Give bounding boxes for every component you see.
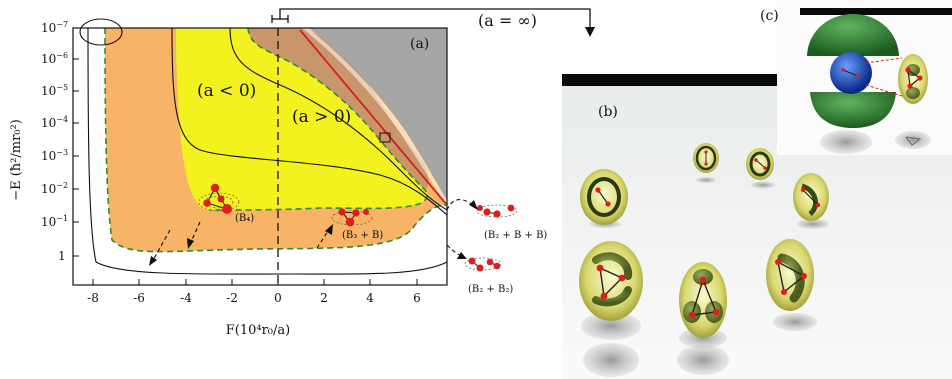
infinity-bracket — [271, 8, 591, 30]
ytick-label: 1 — [58, 249, 66, 263]
y-axis — [73, 27, 79, 257]
xtick-label: 4 — [366, 291, 374, 305]
panel-b-render: (b) — [562, 74, 952, 379]
cluster-b2b2-label: (B₂ + B₂) — [468, 284, 513, 295]
region-neg-label: (a < 0) — [197, 81, 256, 101]
cluster-b2bb — [476, 204, 518, 218]
x-tick-labels: -8 -6 -4 -2 0 2 4 6 — [87, 291, 421, 305]
region-yellow — [176, 28, 428, 210]
torus-medium-right — [793, 173, 829, 229]
torus-small-1 — [693, 143, 719, 183]
ytick-label: 10−1 — [41, 214, 68, 229]
zoom-box — [379, 132, 391, 143]
panel-c-top-bar — [800, 8, 952, 15]
region-brown — [248, 28, 429, 190]
red-boundary-line — [299, 29, 447, 206]
arrow-b3b — [316, 227, 331, 249]
arrow-b2b2 — [446, 244, 464, 258]
ytick-label: 10−7 — [41, 20, 68, 35]
torus-tetramer-left — [579, 241, 643, 377]
y-axis-label: −E (ħ²/mr₀²) — [9, 119, 24, 201]
infinity-arrowhead — [585, 27, 595, 37]
cluster-b3b — [331, 208, 373, 227]
green-shell-top — [807, 14, 899, 56]
curve-2 — [171, 28, 447, 216]
ytick-label: 10−5 — [41, 83, 68, 98]
panel-c-render: (c) — [760, 0, 952, 155]
cluster-b4-label: (B₄) — [235, 213, 254, 224]
panel-a-label: (a) — [410, 36, 429, 52]
torus-tetramer-right — [766, 239, 817, 331]
ytick-label: 10−4 — [41, 115, 68, 130]
cluster-b3b-label: (B₃ + B) — [342, 230, 383, 241]
xtick-label: 0 — [274, 291, 282, 305]
panel-a-plot — [73, 28, 447, 285]
curve-3 — [229, 28, 447, 211]
xtick-label: -4 — [180, 291, 192, 305]
panel-c-label: (c) — [760, 8, 779, 24]
corner-ellipse — [79, 18, 123, 46]
panel-b-label: (b) — [598, 104, 618, 120]
curve-1 — [87, 28, 447, 275]
ytick-label: 10−6 — [41, 51, 68, 66]
xtick-label: -8 — [87, 291, 99, 305]
torus-small-2 — [746, 148, 775, 189]
cluster-b2b2 — [464, 257, 502, 272]
green-shell-bottom — [810, 92, 896, 128]
green-dashed-boundary — [104, 28, 447, 253]
arrow-b4 — [151, 229, 171, 263]
region-gray — [310, 28, 447, 200]
ytick-label: 10−2 — [41, 181, 68, 196]
cluster-b4 — [198, 183, 240, 214]
infinity-label: (a = ∞) — [478, 11, 537, 30]
y-tick-labels: 10−7 10−6 10−5 10−4 10−3 10−2 10−1 1 — [41, 20, 68, 263]
torus-large-left — [580, 169, 628, 228]
xtick-label: 2 — [320, 291, 328, 305]
torus-tetramer-middle — [677, 262, 729, 375]
region-pos-label: (a > 0) — [292, 107, 351, 127]
xtick-label: -2 — [226, 291, 238, 305]
x-axis — [92, 279, 418, 285]
cluster-b2bb-label: (B₂ + B + B) — [484, 230, 547, 241]
x-axis-label: F(10⁴r₀/a) — [226, 323, 290, 338]
zoomed-trimer — [895, 54, 931, 149]
xtick-label: -6 — [133, 291, 145, 305]
ytick-label: 10−3 — [41, 148, 68, 163]
xtick-label: 6 — [413, 291, 421, 305]
